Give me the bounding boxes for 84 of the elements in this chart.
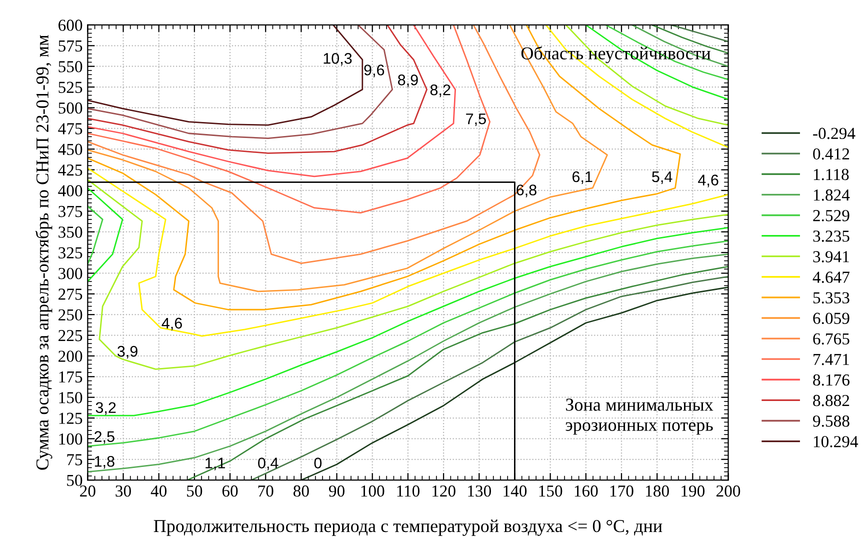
line-series (88, 24, 456, 178)
annotation: 7,5 (466, 114, 486, 126)
annotation: 10,3 (324, 53, 352, 66)
y-tick-label: 375 (58, 206, 82, 218)
legend-label: 3.235 (813, 230, 850, 242)
annotation: 5,4 (652, 171, 672, 184)
y-tick-label: 200 (58, 350, 82, 362)
legend-label: 0.412 (813, 148, 850, 160)
y-tick-label: 225 (58, 330, 82, 342)
line-series (88, 24, 393, 140)
line-series (88, 24, 364, 126)
x-tick-label: 160 (574, 485, 598, 497)
y-tick-label: 100 (59, 433, 82, 445)
y-tick-label: 400 (58, 185, 82, 196)
x-tick-label: 100 (361, 485, 384, 497)
y-tick-label: 350 (58, 226, 82, 238)
y-tick-label: 550 (58, 61, 82, 72)
x-tick-label: 40 (150, 485, 167, 497)
y-tick-label: 475 (58, 123, 82, 134)
y-tick-label: 75 (67, 454, 82, 466)
legend-label: 1.824 (814, 189, 850, 201)
legend-label: 1.118 (814, 168, 849, 180)
y-tick-label: 575 (58, 40, 82, 52)
annotation: 9,6 (364, 64, 384, 78)
annotation: 6,8 (516, 184, 536, 198)
line-series (88, 24, 491, 214)
annotation: 0,4 (258, 458, 278, 470)
y-tick-label: 175 (59, 371, 82, 383)
legend-label: -0.294 (813, 128, 856, 140)
x-tick-label: 200 (716, 485, 740, 497)
annotation: 3,2 (96, 402, 116, 415)
annotation: 6,1 (572, 171, 592, 184)
y-tick-label: 600 (58, 20, 82, 31)
annotation: 1,8 (94, 456, 114, 469)
y-tick-label: 500 (58, 102, 82, 114)
x-tick-label: 50 (187, 485, 202, 497)
y-tick-label: 450 (58, 144, 82, 156)
annotation: 4,6 (162, 318, 182, 330)
y-tick-label: 525 (58, 82, 82, 93)
x-tick-label: 140 (504, 485, 527, 497)
y-tick-label: 150 (59, 392, 82, 404)
annotation: 1,1 (206, 458, 225, 470)
x-axis-title: Продолжительность периода с температурой воздуха <= 0 °C, дни (154, 520, 662, 536)
y-tick-label: 425 (58, 164, 82, 176)
legend-label: 6.059 (813, 312, 850, 324)
legend-label: 4.647 (812, 272, 850, 283)
y-tick-label: 275 (58, 288, 82, 300)
x-tick-label: 20 (80, 485, 96, 497)
x-tick-label: 120 (432, 485, 456, 497)
annotation: 8,9 (398, 74, 418, 88)
legend-label: 3.941 (813, 251, 849, 262)
legend-label: 10.294 (814, 436, 858, 448)
x-tick-label: 150 (539, 485, 562, 497)
legend-label: 8.176 (813, 374, 850, 386)
legend-label: 5.353 (813, 292, 850, 304)
legend-label: 9.588 (813, 415, 850, 427)
y-tick-label: 250 (58, 309, 82, 321)
annotation: Зона минимальных эрозионных потерь (566, 398, 714, 435)
y-tick-label: 50 (67, 474, 82, 486)
line-series (88, 24, 428, 154)
legend-label: 7.471 (814, 354, 849, 366)
x-tick-label: 80 (294, 485, 309, 497)
x-tick-label: 190 (682, 485, 705, 497)
legend-label: 2.529 (813, 210, 850, 222)
x-tick-label: 170 (610, 485, 634, 497)
annotation: 2,5 (94, 431, 114, 444)
x-tick-label: 110 (397, 485, 420, 497)
x-tick-label: 30 (116, 485, 131, 497)
x-tick-label: 180 (646, 485, 669, 497)
annotation: 8,2 (430, 84, 450, 98)
x-tick-label: 130 (468, 485, 491, 497)
y-tick-label: 300 (58, 268, 82, 280)
legend-label: 8.882 (813, 394, 850, 406)
annotation: 0 (314, 458, 322, 468)
y-axis-title: Сумма осадков за апрель-октябрь по СНиП 23-01-99, мм (35, 35, 52, 470)
y-tick-label: 325 (58, 247, 82, 258)
x-tick-label: 60 (222, 485, 238, 497)
annotation: 3,9 (117, 346, 138, 359)
annotation: 4,6 (698, 174, 718, 188)
line-series (300, 286, 728, 480)
x-tick-label: 90 (328, 485, 344, 497)
legend-label: 6.765 (813, 333, 850, 345)
y-tick-label: 125 (59, 412, 82, 424)
x-tick-label: 70 (258, 485, 274, 497)
